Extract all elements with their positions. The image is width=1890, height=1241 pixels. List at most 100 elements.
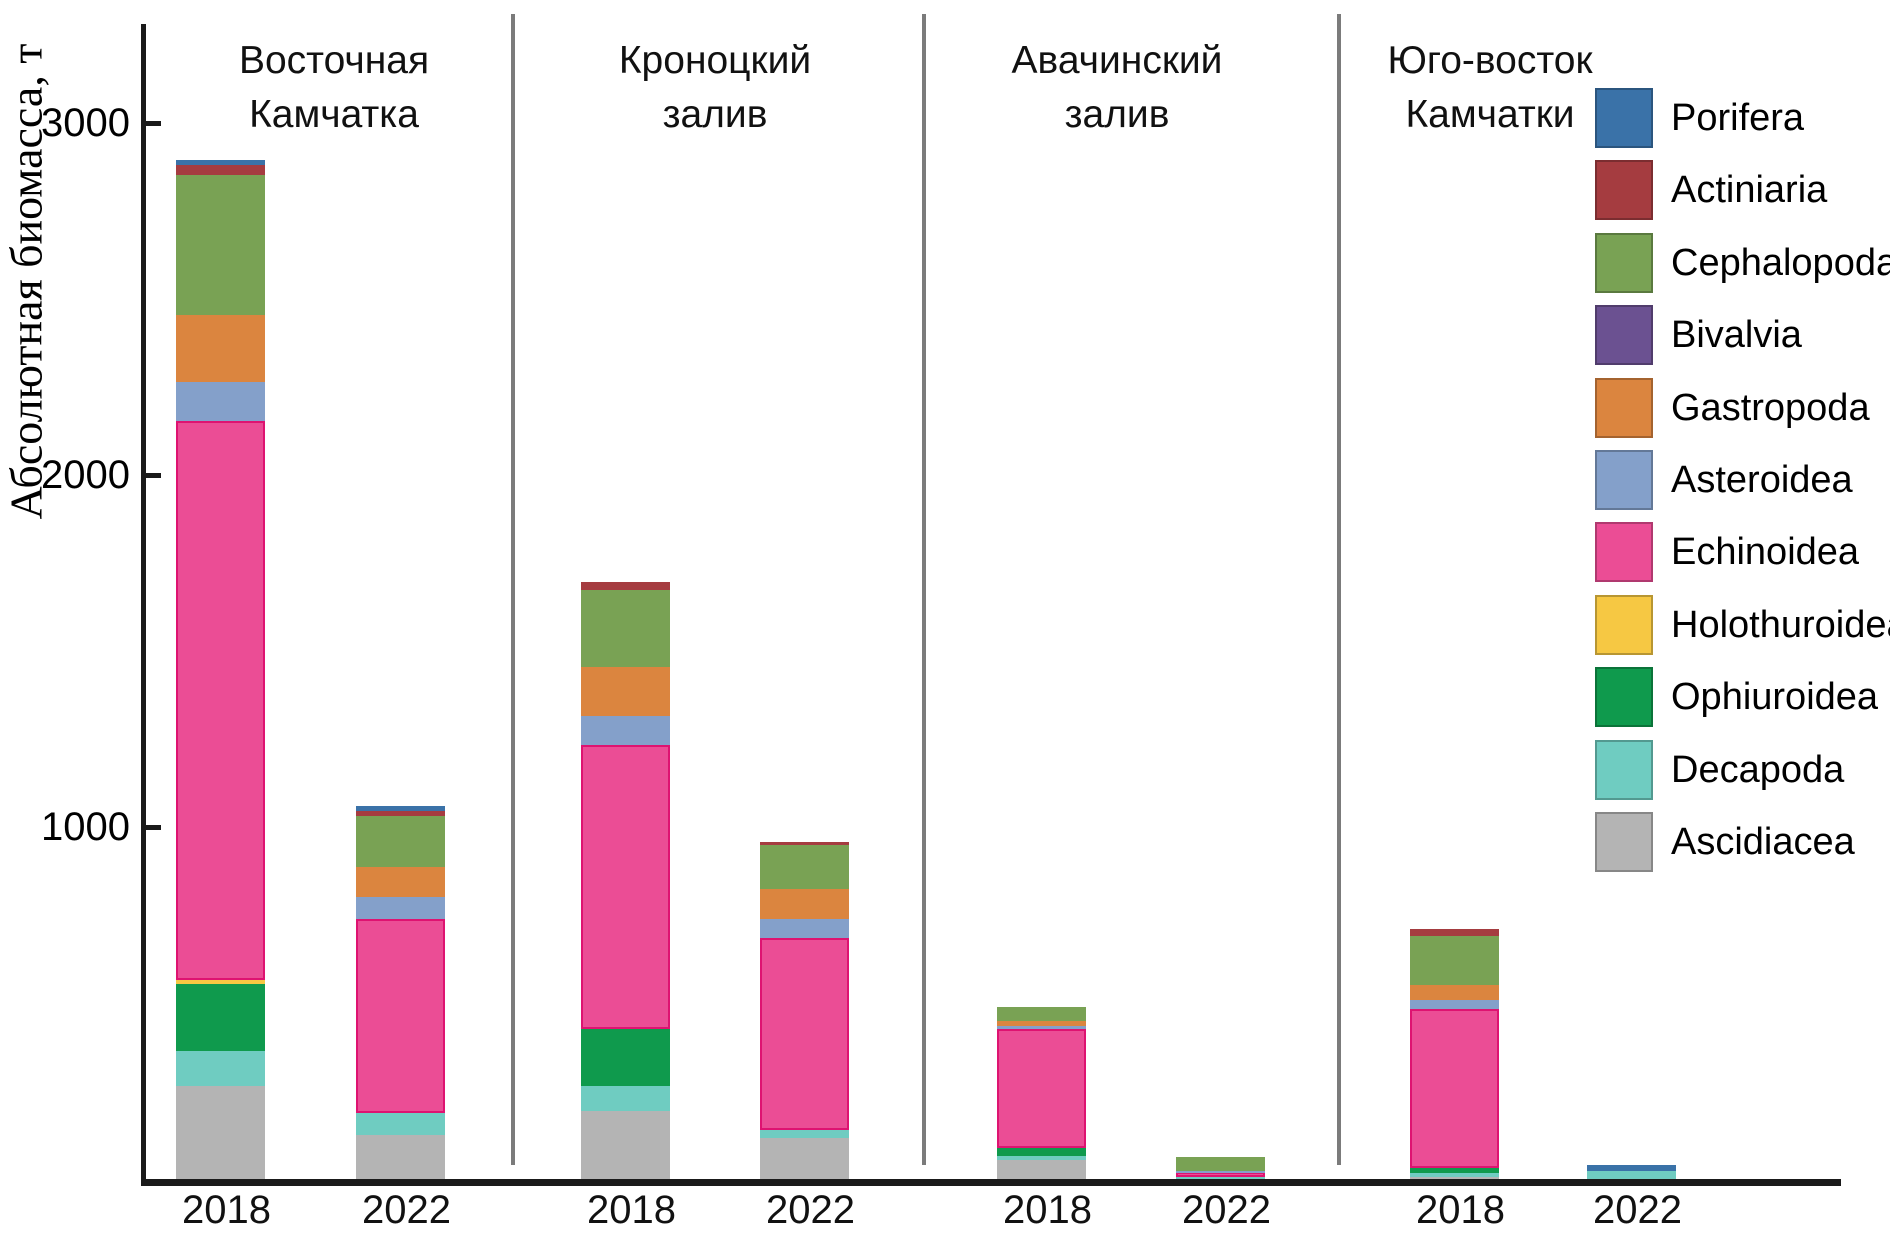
x-axis-label-2022-1: 2022 (362, 1188, 451, 1232)
group-header-line: Авачинский (1011, 39, 1223, 82)
legend-swatch-ophiuroidea (1595, 667, 1653, 728)
group-header-3: Авачинский залив (907, 34, 1327, 142)
bar-segment-gastropoda (176, 314, 265, 383)
bar-segment-porifera (356, 805, 445, 811)
legend-label: Holothuroidea (1671, 603, 1890, 646)
legend-swatch-ascidiacea (1595, 812, 1653, 872)
bar-segment-gastropoda (997, 1021, 1086, 1026)
legend-swatch-porifera (1595, 88, 1653, 148)
x-axis-label-2022-4: 2022 (1593, 1188, 1682, 1232)
legend-label: Actiniaria (1671, 169, 1828, 212)
x-axis-label-2018-3: 2018 (1003, 1188, 1092, 1232)
group-header-line: Восточная (238, 39, 430, 82)
bar-segment-actiniaria (176, 165, 265, 176)
legend-item-holothuroidea: Holothuroidea (1595, 594, 1890, 655)
bar-segment-ascidiacea (1410, 1176, 1499, 1179)
bar-segment-ascidiacea (356, 1135, 445, 1179)
bar-segment-decapoda (997, 1156, 1086, 1160)
x-axis-label-2022-2: 2022 (766, 1188, 855, 1232)
bar-segment-cephalopoda (1176, 1156, 1265, 1171)
group-header-line: Юго-восток (1387, 39, 1593, 82)
bar-segment-decapoda (1176, 1175, 1265, 1179)
bar-segment-echinoidea (581, 744, 670, 1030)
bar-segment-echinoidea (176, 420, 265, 981)
bar-segment-gastropoda (356, 866, 445, 898)
bar-segment-actiniaria (760, 842, 849, 846)
legend-label: Ophiuroidea (1671, 676, 1879, 719)
x-axis-line (141, 1179, 1841, 1186)
legend-item-ophiuroidea: Ophiuroidea (1595, 667, 1885, 728)
legend-label: Bivalvia (1671, 314, 1802, 357)
bar-segment-decapoda (176, 1050, 265, 1087)
bar-segment-decapoda (760, 1130, 849, 1139)
legend-swatch-gastropoda (1595, 377, 1653, 438)
bar-segment-decapoda (581, 1086, 670, 1111)
bar-segment-ophiuroidea (997, 1148, 1086, 1157)
bar-segment-asteroidea (356, 897, 445, 919)
bar-segment-porifera (176, 160, 265, 166)
y-tick-label-2000: 2000 (41, 453, 130, 497)
bar-segment-cephalopoda (581, 590, 670, 668)
legend-item-bivalvia: Bivalvia (1595, 305, 1885, 366)
x-axis-label-2018-4: 2018 (1416, 1188, 1505, 1232)
bar-segment-ophiuroidea (176, 983, 265, 1051)
y-axis-line (141, 24, 146, 1184)
y-tick-mark-2000 (146, 473, 161, 478)
bar-segment-gastropoda (760, 888, 849, 919)
bar-segment-cephalopoda (760, 845, 849, 889)
legend-swatch-decapoda (1595, 739, 1653, 800)
bar-segment-asteroidea (760, 918, 849, 938)
bar-segment-asteroidea (581, 716, 670, 745)
bar-segment-echinoidea (997, 1029, 1086, 1149)
group-header-line: Камчатки (1405, 93, 1575, 136)
bar-segment-echinoidea (760, 937, 849, 1131)
bar-segment-porifera (1587, 1164, 1676, 1172)
bar-segment-actiniaria (581, 581, 670, 591)
bar-segment-gastropoda (581, 667, 670, 717)
bar-segment-decapoda (1410, 1173, 1499, 1177)
bar-segment-cephalopoda (176, 175, 265, 315)
y-tick-mark-3000 (146, 121, 161, 126)
bar-segment-holothuroidea (176, 980, 265, 984)
bar-segment-decapoda (1587, 1171, 1676, 1179)
bar-segment-ophiuroidea (581, 1029, 670, 1087)
legend-item-cephalopoda: Cephalopoda (1595, 232, 1890, 293)
legend-label: Echinoidea (1671, 531, 1860, 574)
group-header-2: Кроноцкий залив (505, 34, 925, 142)
legend-swatch-actiniaria (1595, 160, 1653, 221)
bar-segment-echinoidea (356, 918, 445, 1113)
bar-segment-cephalopoda (356, 815, 445, 867)
bar-segment-ophiuroidea (1410, 1167, 1499, 1173)
y-tick-label-1000: 1000 (41, 805, 130, 849)
group-header-4: Юго-восток Камчатки (1280, 34, 1700, 142)
bar-segment-ascidiacea (176, 1086, 265, 1179)
legend-item-echinoidea: Echinoidea (1595, 522, 1885, 583)
y-tick-label-3000: 3000 (41, 101, 130, 145)
y-tick-mark-1000 (146, 825, 161, 830)
group-divider-1 (511, 14, 515, 1165)
bar-segment-asteroidea (1176, 1170, 1265, 1174)
bar-segment-cephalopoda (997, 1006, 1086, 1022)
legend-swatch-holothuroidea (1595, 594, 1653, 655)
legend-swatch-bivalvia (1595, 305, 1653, 366)
legend-item-actiniaria: Actiniaria (1595, 160, 1885, 221)
bar-segment-ascidiacea (997, 1159, 1086, 1179)
legend-label: Asteroidea (1671, 459, 1853, 501)
bar-segment-ascidiacea (760, 1138, 849, 1179)
bar-segment-cephalopoda (1410, 935, 1499, 985)
group-divider-2 (922, 14, 926, 1165)
bar-segment-actiniaria (1410, 928, 1499, 936)
legend-swatch-cephalopoda (1595, 232, 1653, 293)
bar-segment-actiniaria (356, 810, 445, 816)
legend-label: Porifera (1671, 97, 1805, 139)
legend-item-decapoda: Decapoda (1595, 739, 1885, 800)
group-header-line: Кроноцкий (618, 39, 812, 82)
legend-label: Ascidiacea (1671, 821, 1855, 863)
legend-item-ascidiacea: Ascidiacea (1595, 812, 1885, 872)
legend-label: Decapoda (1671, 748, 1845, 791)
group-header-line: залив (662, 93, 768, 136)
bar-segment-asteroidea (997, 1025, 1086, 1030)
bar-segment-ascidiacea (581, 1110, 670, 1179)
legend-item-asteroidea: Asteroidea (1595, 450, 1885, 510)
bar-segment-echinoidea (1176, 1173, 1265, 1176)
